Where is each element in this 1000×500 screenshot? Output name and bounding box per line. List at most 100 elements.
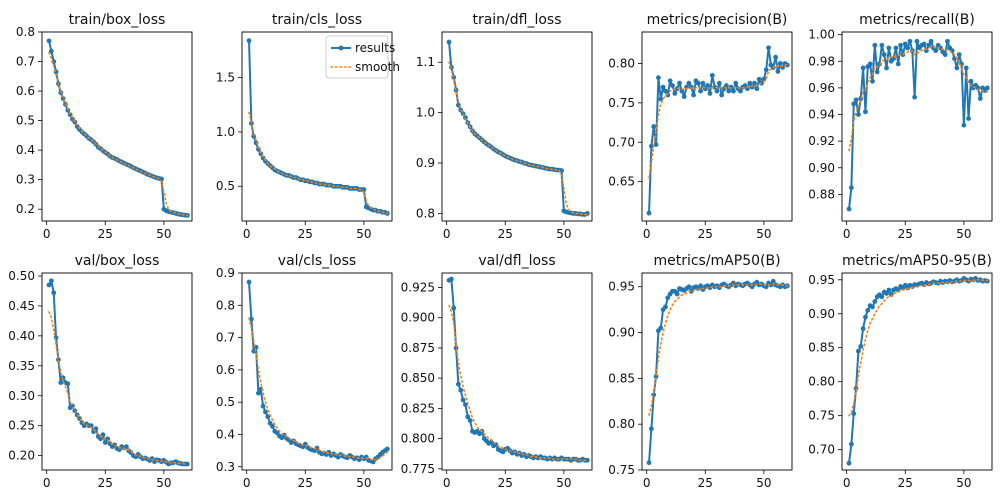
data-point	[265, 414, 271, 420]
data-point	[700, 80, 706, 86]
series-results-markers	[46, 38, 190, 218]
data-point	[51, 290, 57, 296]
data-point	[707, 91, 713, 96]
data-point	[665, 295, 671, 301]
y-tick-label: 0.90	[608, 326, 635, 340]
y-tick-label: 0.5	[216, 179, 235, 193]
data-point	[48, 278, 54, 284]
data-point	[914, 38, 920, 44]
data-point	[773, 54, 778, 60]
data-point	[863, 109, 868, 115]
chart-title: metrics/mAP50(B)	[653, 253, 780, 269]
data-point	[898, 42, 903, 48]
data-point	[451, 305, 457, 311]
data-point	[698, 283, 703, 289]
y-tick-label: 0.70	[808, 443, 835, 457]
y-tick-label: 0.7	[216, 331, 235, 345]
y-tick-label: 0.95	[608, 280, 635, 294]
y-tick-label: 0.85	[808, 341, 835, 355]
data-point	[752, 80, 757, 86]
plot-frame	[441, 31, 593, 222]
data-point	[726, 88, 732, 94]
data-point	[851, 101, 857, 107]
data-point	[656, 75, 661, 81]
x-tick-label: 25	[698, 476, 713, 490]
y-tick-label: 0.50	[8, 269, 35, 283]
data-point	[747, 80, 753, 86]
data-point	[968, 78, 974, 84]
series-results-line	[48, 279, 188, 466]
x-tick-label: 0	[43, 227, 51, 241]
y-tick-label: 1.0	[216, 125, 235, 139]
series-smooth-line	[48, 51, 189, 217]
plot-frame	[41, 31, 193, 222]
y-tick-label: 0.80	[608, 417, 635, 431]
data-point	[670, 83, 675, 88]
data-point	[884, 290, 889, 296]
y-tick-label: 0.825	[401, 401, 435, 415]
data-point	[698, 88, 703, 94]
chart-panel-train-dfl-loss: train/dfl_loss 0 25 50 0.8 0.9 1.0 1.1	[416, 12, 593, 241]
data-point	[709, 72, 715, 78]
data-point	[879, 42, 885, 48]
y-tick-label: 0.9	[216, 266, 235, 280]
data-point	[846, 460, 852, 466]
y-tick-label: 0.90	[808, 161, 835, 175]
series-results-markers	[46, 278, 190, 467]
data-point	[907, 38, 913, 44]
x-tick-label: 50	[556, 476, 571, 490]
data-point	[867, 61, 873, 67]
data-point	[460, 397, 466, 403]
y-tick-label: 0.4	[16, 143, 35, 157]
data-point	[651, 124, 657, 129]
data-point	[686, 284, 692, 290]
data-point	[872, 42, 878, 48]
data-point	[895, 61, 901, 67]
data-point	[886, 45, 892, 51]
series-results-markers	[646, 278, 790, 466]
series-smooth-line	[648, 283, 789, 416]
data-point	[865, 307, 871, 313]
data-point	[463, 402, 468, 408]
data-point	[705, 83, 711, 88]
series-smooth-line	[648, 64, 789, 179]
y-tick-label: 0.20	[8, 449, 35, 463]
data-point	[770, 278, 776, 284]
data-point	[956, 52, 962, 58]
y-tick-label: 0.40	[8, 329, 35, 343]
data-point	[754, 86, 760, 92]
plot-frame	[41, 272, 193, 471]
data-point	[860, 326, 866, 332]
y-tick-label: 0.8	[16, 25, 35, 39]
data-point	[853, 97, 859, 103]
data-point	[902, 41, 908, 47]
data-point	[714, 88, 720, 94]
data-point	[465, 414, 471, 420]
data-point	[966, 116, 971, 121]
data-point	[105, 436, 111, 442]
x-tick-label: 0	[643, 476, 651, 490]
series-smooth-line	[848, 45, 989, 152]
series-results-line	[648, 46, 788, 214]
chart-panel-metrics-recall-b: metrics/recall(B) 0 25 50 0.88 0.90 0.92 0.94 0.…	[808, 12, 993, 241]
y-tick-label: 0.3	[216, 460, 235, 474]
chart-title: val/cls_loss	[278, 253, 356, 269]
data-point	[46, 282, 52, 288]
data-point	[777, 61, 783, 66]
data-point	[248, 316, 254, 322]
y-tick-label: 0.90	[808, 307, 835, 321]
data-point	[881, 52, 887, 58]
data-point	[102, 440, 108, 445]
y-tick-label: 0.5	[216, 395, 235, 409]
data-point	[763, 67, 769, 73]
x-tick-label: 0	[443, 227, 451, 241]
chart-title: val/box_loss	[75, 253, 160, 269]
data-point	[848, 441, 854, 447]
chart-title: metrics/mAP50-95(B)	[842, 253, 992, 269]
y-tick-label: 0.95	[808, 273, 835, 287]
data-point	[653, 374, 659, 379]
x-tick-label: 50	[356, 476, 371, 490]
data-point	[456, 381, 461, 387]
data-point	[872, 299, 878, 304]
data-point	[775, 68, 781, 74]
